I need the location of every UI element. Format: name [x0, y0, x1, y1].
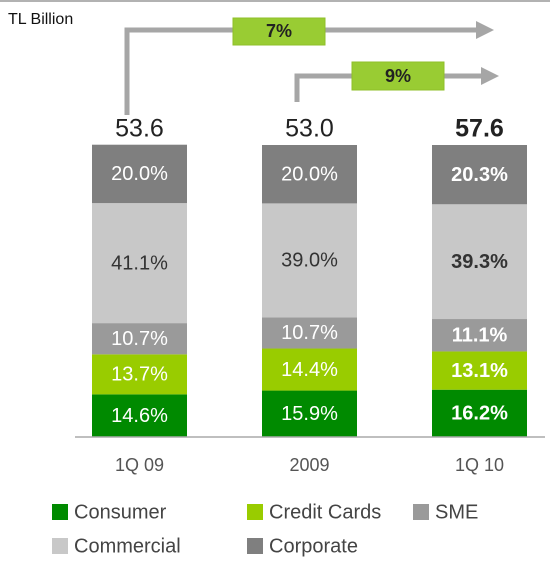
bar-segment — [432, 389, 527, 437]
x-tick-label: 2009 — [289, 455, 329, 475]
data-label: 20.0% — [111, 163, 168, 185]
legend-swatch — [247, 538, 263, 554]
bar-segment — [92, 323, 187, 355]
data-label: 15.9% — [281, 403, 338, 425]
data-label: 10.7% — [111, 328, 168, 350]
data-label: 10.7% — [281, 322, 338, 344]
bar-segment — [92, 354, 187, 395]
bar-segment — [432, 204, 527, 320]
growth-label: 9% — [385, 66, 411, 86]
bar-segment — [262, 203, 357, 318]
bar-segment — [92, 203, 187, 324]
legend-label: SME — [435, 501, 478, 523]
total-label: 57.6 — [455, 115, 504, 143]
data-label: 20.3% — [451, 164, 508, 186]
total-label: 53.6 — [115, 115, 164, 143]
legend-swatch — [413, 504, 429, 520]
data-label: 13.1% — [451, 360, 508, 382]
data-label: 13.7% — [111, 364, 168, 386]
legend-label: Credit Cards — [269, 501, 381, 523]
data-label: 16.2% — [451, 403, 508, 425]
data-label: 14.4% — [281, 359, 338, 381]
growth-box — [351, 61, 445, 91]
data-label: 39.0% — [281, 250, 338, 272]
legend-label: Consumer — [74, 501, 167, 523]
legend-label: Commercial — [74, 535, 181, 557]
bar-segment — [92, 144, 187, 204]
bar-segment — [432, 351, 527, 390]
bar-segment — [432, 319, 527, 352]
x-tick-label: 1Q 10 — [455, 455, 504, 475]
data-label: 41.1% — [111, 252, 168, 274]
legend-swatch — [247, 504, 263, 520]
x-tick-label: 1Q 09 — [115, 455, 164, 475]
growth-label: 7% — [266, 21, 292, 41]
bar-segment — [92, 394, 187, 437]
data-label: 20.0% — [281, 163, 338, 185]
growth-box — [232, 17, 326, 46]
legend-swatch — [52, 504, 68, 520]
arrow-head — [476, 21, 494, 39]
unit-label: TL Billion — [8, 11, 73, 28]
legend-swatch — [52, 538, 68, 554]
bar-segment — [262, 390, 357, 437]
bar-segment — [432, 145, 527, 205]
legend-label: Corporate — [269, 535, 358, 557]
growth-arrow — [124, 27, 478, 115]
data-label: 11.1% — [452, 325, 508, 347]
data-label: 39.3% — [451, 251, 508, 273]
arrow-head — [481, 67, 499, 85]
bar-segment — [262, 317, 357, 349]
total-label: 53.0 — [285, 115, 334, 143]
data-label: 14.6% — [111, 405, 168, 427]
bar-segment — [262, 145, 357, 204]
bar-segment — [262, 348, 357, 391]
